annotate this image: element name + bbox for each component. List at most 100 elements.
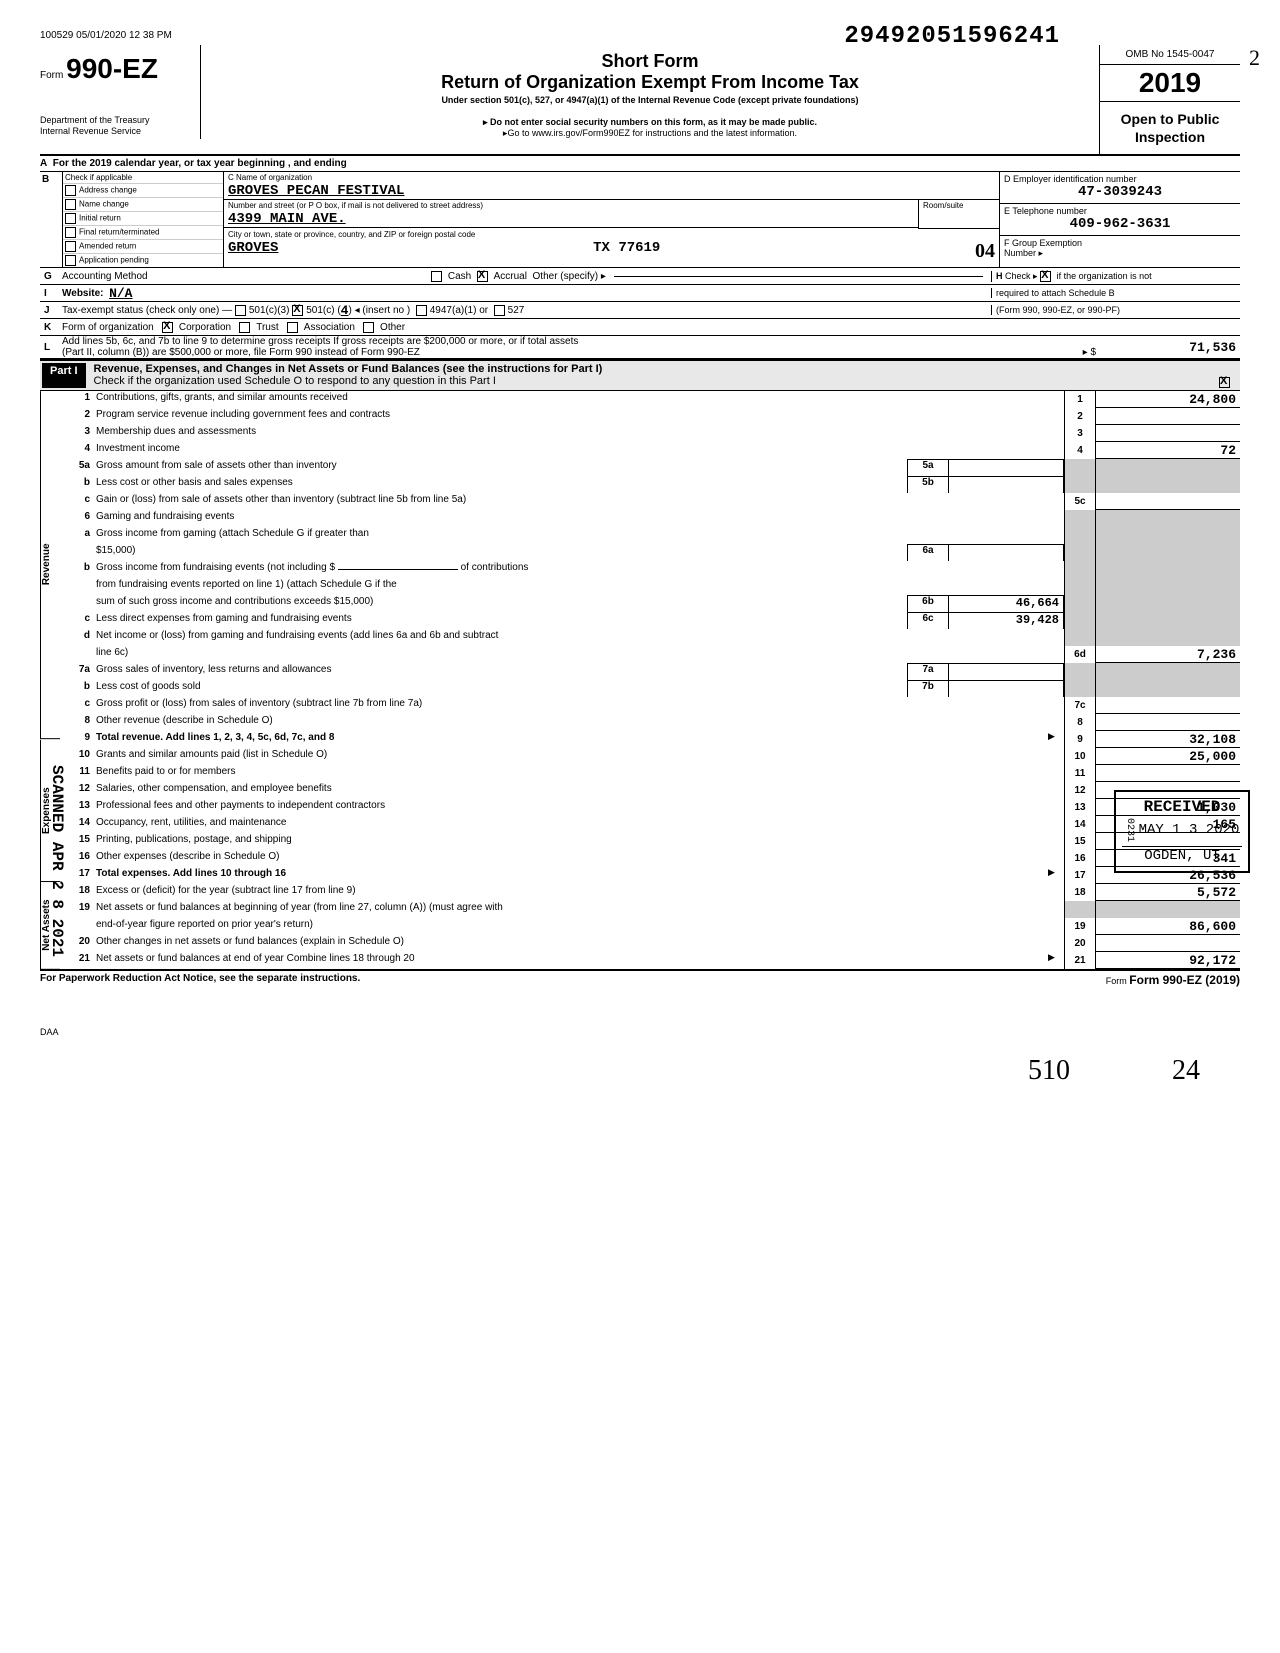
main-num: 5c <box>1064 493 1096 510</box>
form-prefix: Form <box>40 70 63 81</box>
main-val: 92,172 <box>1096 952 1240 969</box>
org-name: GROVES PECAN FESTIVAL <box>224 183 999 200</box>
sub-num: 6c <box>907 612 949 629</box>
row-desc: Total revenue. Add lines 1, 2, 3, 4, 5c,… <box>96 731 1044 748</box>
check-initial-return[interactable]: Initial return <box>63 212 223 226</box>
line-a: A For the 2019 calendar year, or tax yea… <box>40 156 1240 172</box>
main-val <box>1096 697 1240 714</box>
check-pending[interactable]: Application pending <box>63 254 223 267</box>
row-desc: Contributions, gifts, grants, and simila… <box>96 391 1064 408</box>
main-val <box>1096 493 1240 510</box>
row-desc: Net assets or fund balances at end of ye… <box>96 952 1044 969</box>
h-text3: required to attach Schedule B <box>991 288 1240 298</box>
omb-number: OMB No 1545-0047 <box>1100 45 1240 65</box>
main-num: 21 <box>1064 952 1096 969</box>
website: N/A <box>109 286 132 301</box>
j-opt2: 501(c) ( <box>306 305 340 316</box>
check-accrual[interactable] <box>477 271 488 282</box>
row-desc: Professional fees and other payments to … <box>96 799 1064 816</box>
accrual-label: Accrual <box>494 271 527 282</box>
l-arrow: ▸ $ <box>1083 347 1096 358</box>
k-trust: Trust <box>256 322 278 333</box>
row-num: b <box>60 476 96 493</box>
main-val <box>1096 935 1240 952</box>
i-label: Website: <box>62 288 104 299</box>
main-num: 2 <box>1064 408 1096 425</box>
c-name-label: C Name of organization <box>224 172 999 183</box>
j-opt3: 4947(a)(1) or <box>430 305 488 316</box>
check-assoc[interactable] <box>287 322 298 333</box>
row-desc: Less cost or other basis and sales expen… <box>96 476 907 493</box>
row-desc: Other changes in net assets or fund bala… <box>96 935 1064 952</box>
footer-left: For Paperwork Reduction Act Notice, see … <box>40 973 360 987</box>
row-desc: Gross amount from sale of assets other t… <box>96 459 907 476</box>
check-trust[interactable] <box>239 322 250 333</box>
check-501c[interactable] <box>292 305 303 316</box>
g-label: Accounting Method <box>62 271 431 282</box>
main-num: 14 <box>1064 816 1096 833</box>
f-label: F Group Exemption <box>1004 238 1236 248</box>
main-val: 32,108 <box>1096 731 1240 748</box>
row-desc: Program service revenue including govern… <box>96 408 1064 425</box>
d-label: D Employer identification number <box>1004 174 1236 184</box>
open1: Open to Public <box>1121 111 1220 127</box>
line-a-text: For the 2019 calendar year, or tax year … <box>53 158 347 169</box>
sub-val: 39,428 <box>949 612 1064 629</box>
c-city-label: City or town, state or province, country… <box>224 229 999 240</box>
room-label: Room/suite <box>919 200 999 211</box>
handwrite-b: 24 <box>1172 1055 1200 1087</box>
check-schedule-o[interactable] <box>1219 377 1230 388</box>
l-text1: Add lines 5b, 6c, and 7b to line 9 to de… <box>62 336 1096 347</box>
main-num: 4 <box>1064 442 1096 459</box>
row-num: c <box>60 697 96 714</box>
row-num: 1 <box>60 391 96 408</box>
check-address-change[interactable]: Address change <box>63 184 223 198</box>
row-desc: Total expenses. Add lines 10 through 16 <box>96 867 1044 884</box>
row-desc: Other revenue (describe in Schedule O) <box>96 714 1064 731</box>
k-corp: Corporation <box>179 322 231 333</box>
main-num: 12 <box>1064 782 1096 799</box>
sub-num: 5a <box>907 459 949 476</box>
row-desc: Gain or (loss) from sale of assets other… <box>96 493 1064 510</box>
row-desc: Grants and similar amounts paid (list in… <box>96 748 1064 765</box>
main-num: 18 <box>1064 884 1096 901</box>
row-desc: Excess or (deficit) for the year (subtra… <box>96 884 1064 901</box>
e-label: E Telephone number <box>1004 206 1236 216</box>
row-desc: Salaries, other compensation, and employ… <box>96 782 1064 799</box>
title-short: Short Form <box>211 51 1089 72</box>
check-name-change[interactable]: Name change <box>63 198 223 212</box>
check-corp[interactable] <box>162 322 173 333</box>
main-num: 9 <box>1064 731 1096 748</box>
check-501c3[interactable] <box>235 305 246 316</box>
main-num: 10 <box>1064 748 1096 765</box>
check-other[interactable] <box>363 322 374 333</box>
check-cash[interactable] <box>431 271 442 282</box>
check-final-return[interactable]: Final return/terminated <box>63 226 223 240</box>
handwrite-a: 510 <box>1028 1055 1070 1087</box>
main-val <box>1096 425 1240 442</box>
l-text2: (Part II, column (B)) are $500,000 or mo… <box>62 347 420 358</box>
row-desc: Other expenses (describe in Schedule O) <box>96 850 1064 867</box>
main-num: 11 <box>1064 765 1096 782</box>
open2: Inspection <box>1135 129 1205 145</box>
check-h[interactable] <box>1040 271 1051 282</box>
row-desc: Printing, publications, postage, and shi… <box>96 833 1064 850</box>
dept-line1: Department of the Treasury <box>40 115 190 126</box>
main-num: 17 <box>1064 867 1096 884</box>
check-amended[interactable]: Amended return <box>63 240 223 254</box>
main-val: 72 <box>1096 442 1240 459</box>
main-num: 7c <box>1064 697 1096 714</box>
part1-label: Part I <box>42 363 86 388</box>
row-desc: Gross profit or (loss) from sales of inv… <box>96 697 1064 714</box>
sub-val <box>949 680 1064 697</box>
row-num: 9 <box>60 731 96 748</box>
tax-year: 2019 <box>1100 65 1240 102</box>
title-sub: Under section 501(c), 527, or 4947(a)(1)… <box>211 95 1089 105</box>
org-address: 4399 MAIN AVE. <box>224 211 918 228</box>
row-num: 6 <box>60 510 96 527</box>
main-val <box>1096 765 1240 782</box>
check-4947[interactable] <box>416 305 427 316</box>
row-num: 8 <box>60 714 96 731</box>
dept-line2: Internal Revenue Service <box>40 126 190 137</box>
check-527[interactable] <box>494 305 505 316</box>
